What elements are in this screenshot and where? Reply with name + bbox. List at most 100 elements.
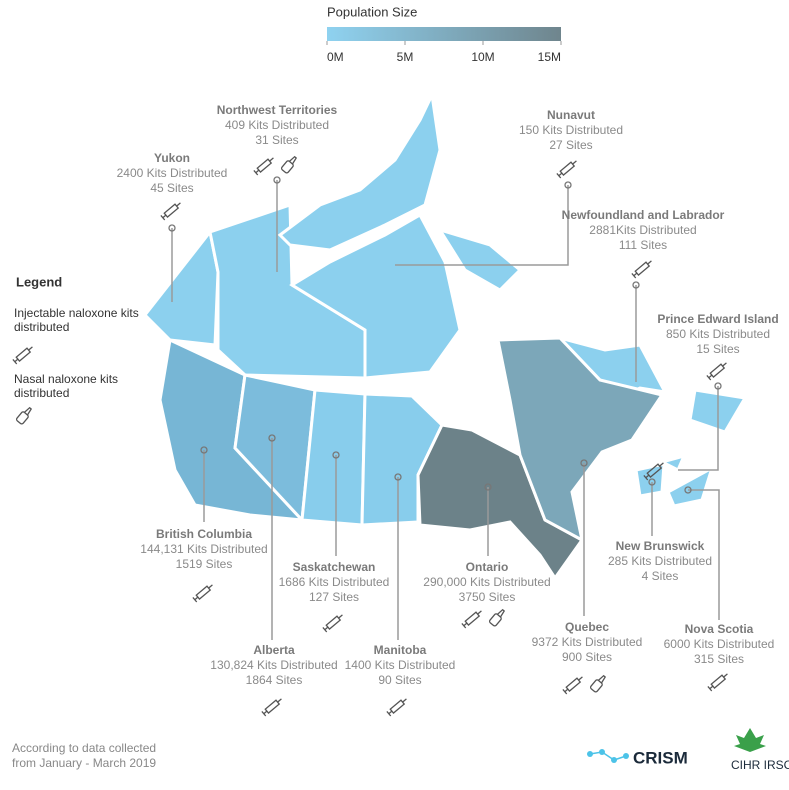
icon-part	[578, 676, 583, 681]
legend-injectable-text: Injectable naloxone kits distributed	[14, 306, 139, 334]
icon-part	[269, 157, 274, 162]
province-shape	[496, 336, 665, 543]
injectable-icon	[386, 698, 407, 717]
region-dot	[273, 176, 281, 184]
icon-part	[631, 272, 637, 279]
injectable-icon	[253, 157, 274, 176]
province-name: Saskatchewan	[293, 560, 376, 574]
icon-part	[163, 203, 180, 218]
legend-title: Legend	[16, 274, 62, 289]
nasal-icon	[15, 406, 33, 425]
icon-part	[556, 172, 562, 179]
icon-part	[338, 614, 343, 619]
scale-tick-label: 0M	[327, 50, 344, 64]
icon-part	[28, 346, 33, 351]
icon-part	[261, 710, 267, 717]
legend-nasal-text: Nasal naloxone kits distributed	[14, 372, 119, 400]
region-dot	[394, 473, 402, 481]
kits-distributed: 1400 Kits Distributed	[345, 658, 456, 672]
crism-logo: CRISM	[633, 748, 688, 767]
region-dot	[168, 224, 176, 232]
icon-part	[589, 679, 603, 693]
icon-part	[643, 474, 649, 481]
province-name: British Columbia	[156, 527, 252, 541]
icon-part	[722, 362, 727, 367]
icon-part	[564, 688, 569, 693]
province-shape	[657, 453, 687, 473]
site-count: 15 Sites	[696, 342, 739, 356]
legend-injectable: Injectable naloxone kits distributed	[14, 306, 139, 334]
kits-distributed: 1686 Kits Distributed	[279, 575, 390, 589]
icon-part	[723, 673, 728, 678]
site-count: 1519 Sites	[176, 557, 233, 571]
icon-part	[195, 585, 212, 600]
province-name: Newfoundland and Labrador	[562, 208, 725, 222]
leader-line	[688, 489, 720, 620]
scale-tick-label: 10M	[471, 50, 494, 64]
site-count: 27 Sites	[549, 138, 592, 152]
icon-part	[707, 685, 713, 692]
kits-distributed: 144,131 Kits Distributed	[140, 542, 267, 556]
nasal-icon	[488, 608, 506, 627]
icon-part	[389, 699, 406, 714]
region-dot	[484, 483, 492, 491]
icon-part	[488, 613, 502, 627]
icon-part	[280, 160, 294, 174]
province-name: Manitoba	[374, 643, 427, 657]
region-dot	[684, 486, 692, 494]
scale-tick-label: 5M	[397, 50, 414, 64]
icon-part	[12, 358, 18, 365]
icon-part	[160, 214, 166, 221]
site-count: 111 Sites	[619, 238, 667, 252]
icon-part	[15, 411, 29, 425]
region-dot	[648, 478, 656, 486]
injectable-icon	[643, 462, 664, 481]
province-shape	[277, 89, 442, 252]
site-count: 900 Sites	[562, 650, 612, 664]
region-dot	[200, 446, 208, 454]
leader-line	[678, 386, 719, 471]
province-name: Quebec	[565, 620, 609, 634]
icon-part	[659, 462, 664, 467]
icon-part	[386, 710, 392, 717]
icon-part	[14, 358, 19, 363]
injectable-icon	[556, 160, 577, 179]
region-dot	[714, 382, 722, 390]
icon-part	[708, 374, 713, 379]
nasal-icon	[280, 155, 298, 174]
kits-distributed: 409 Kits Distributed	[225, 118, 329, 132]
injectable-icon	[707, 673, 728, 692]
kits-distributed: 130,824 Kits Distributed	[210, 658, 337, 672]
kits-distributed: 850 Kits Distributed	[666, 327, 770, 341]
icon-part	[461, 622, 467, 629]
kits-distributed: 9372 Kits Distributed	[532, 635, 643, 649]
crism-logo-mark	[587, 749, 629, 763]
province-name: Alberta	[253, 643, 295, 657]
region-dot	[268, 434, 276, 442]
icon-part	[647, 260, 652, 265]
icon-part	[633, 272, 638, 277]
region-dot	[632, 281, 640, 289]
icon-part	[496, 608, 506, 618]
icon-part	[709, 363, 726, 378]
site-count: 315 Sites	[694, 652, 744, 666]
region-dot	[564, 181, 572, 189]
injectable-icon	[261, 698, 282, 717]
region-dot	[332, 451, 340, 459]
icon-part	[562, 688, 568, 695]
site-count: 31 Sites	[255, 133, 298, 147]
site-count: 45 Sites	[150, 181, 193, 195]
injectable-icon	[706, 362, 727, 381]
icon-part	[710, 674, 727, 689]
icon-part	[402, 698, 407, 703]
kits-distributed: 290,000 Kits Distributed	[423, 575, 550, 589]
icon-part	[288, 155, 298, 165]
kits-distributed: 285 Kits Distributed	[608, 554, 712, 568]
icon-part	[324, 626, 329, 631]
icon-part	[709, 685, 714, 690]
icon-part	[263, 710, 268, 715]
icon-part	[176, 202, 181, 207]
kits-distributed: 2400 Kits Distributed	[117, 166, 228, 180]
province-name: Ontario	[466, 560, 509, 574]
